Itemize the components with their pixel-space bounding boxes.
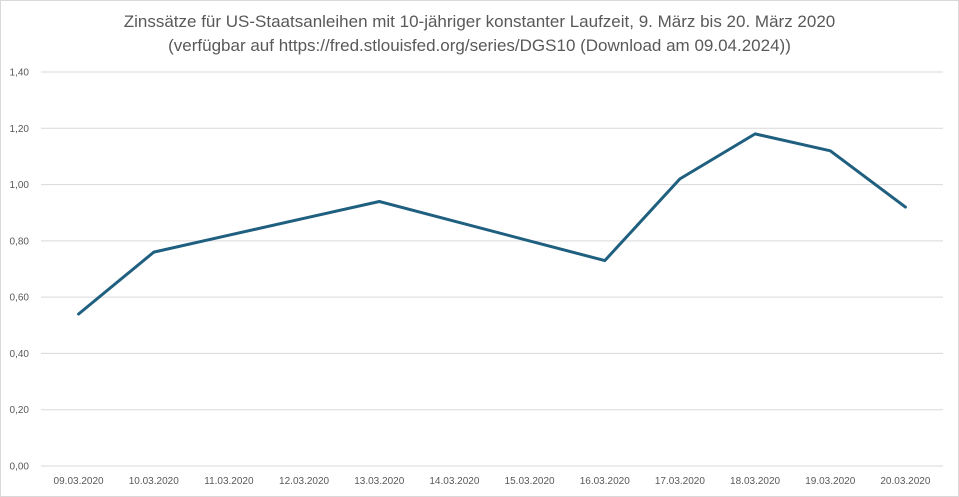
x-tick-label: 20.03.2020 bbox=[880, 476, 930, 487]
y-axis-ticks: 0,00 0,20 0,40 0,60 0,80 1,00 1,20 1,40 bbox=[10, 68, 30, 473]
x-tick-label: 13.03.2020 bbox=[354, 476, 404, 487]
x-tick-label: 19.03.2020 bbox=[805, 476, 855, 487]
x-tick-label: 17.03.2020 bbox=[655, 476, 705, 487]
x-tick-label: 18.03.2020 bbox=[730, 476, 780, 487]
y-tick-label: 1,20 bbox=[10, 124, 30, 135]
x-axis-ticks: 09.03.2020 10.03.2020 11.03.2020 12.03.2020… bbox=[54, 476, 931, 487]
y-tick-label: 1,40 bbox=[10, 68, 30, 79]
x-tick-label: 10.03.2020 bbox=[129, 476, 179, 487]
gridlines bbox=[41, 71, 943, 467]
series-group bbox=[77, 132, 907, 316]
chart-subtitle: (verfügbar auf https://fred.stlouisfed.o… bbox=[168, 36, 791, 55]
y-tick-label: 1,00 bbox=[10, 180, 30, 191]
x-tick-label: 14.03.2020 bbox=[429, 476, 479, 487]
y-tick-label: 0,60 bbox=[10, 293, 30, 304]
y-tick-label: 0,80 bbox=[10, 236, 30, 247]
series-line bbox=[77, 132, 907, 316]
y-tick-label: 0,20 bbox=[10, 405, 30, 416]
y-tick-label: 0,40 bbox=[10, 349, 30, 360]
x-tick-label: 12.03.2020 bbox=[279, 476, 329, 487]
chart-title: Zinssätze für US-Staatsanleihen mit 10-j… bbox=[123, 12, 836, 31]
y-tick-label: 0,00 bbox=[10, 462, 30, 473]
x-tick-label: 11.03.2020 bbox=[204, 476, 254, 487]
x-tick-label: 15.03.2020 bbox=[505, 476, 555, 487]
chart-title-block: Zinssätze für US-Staatsanleihen mit 10-j… bbox=[0, 10, 959, 58]
x-tick-label: 16.03.2020 bbox=[580, 476, 630, 487]
x-tick-label: 09.03.2020 bbox=[54, 476, 104, 487]
